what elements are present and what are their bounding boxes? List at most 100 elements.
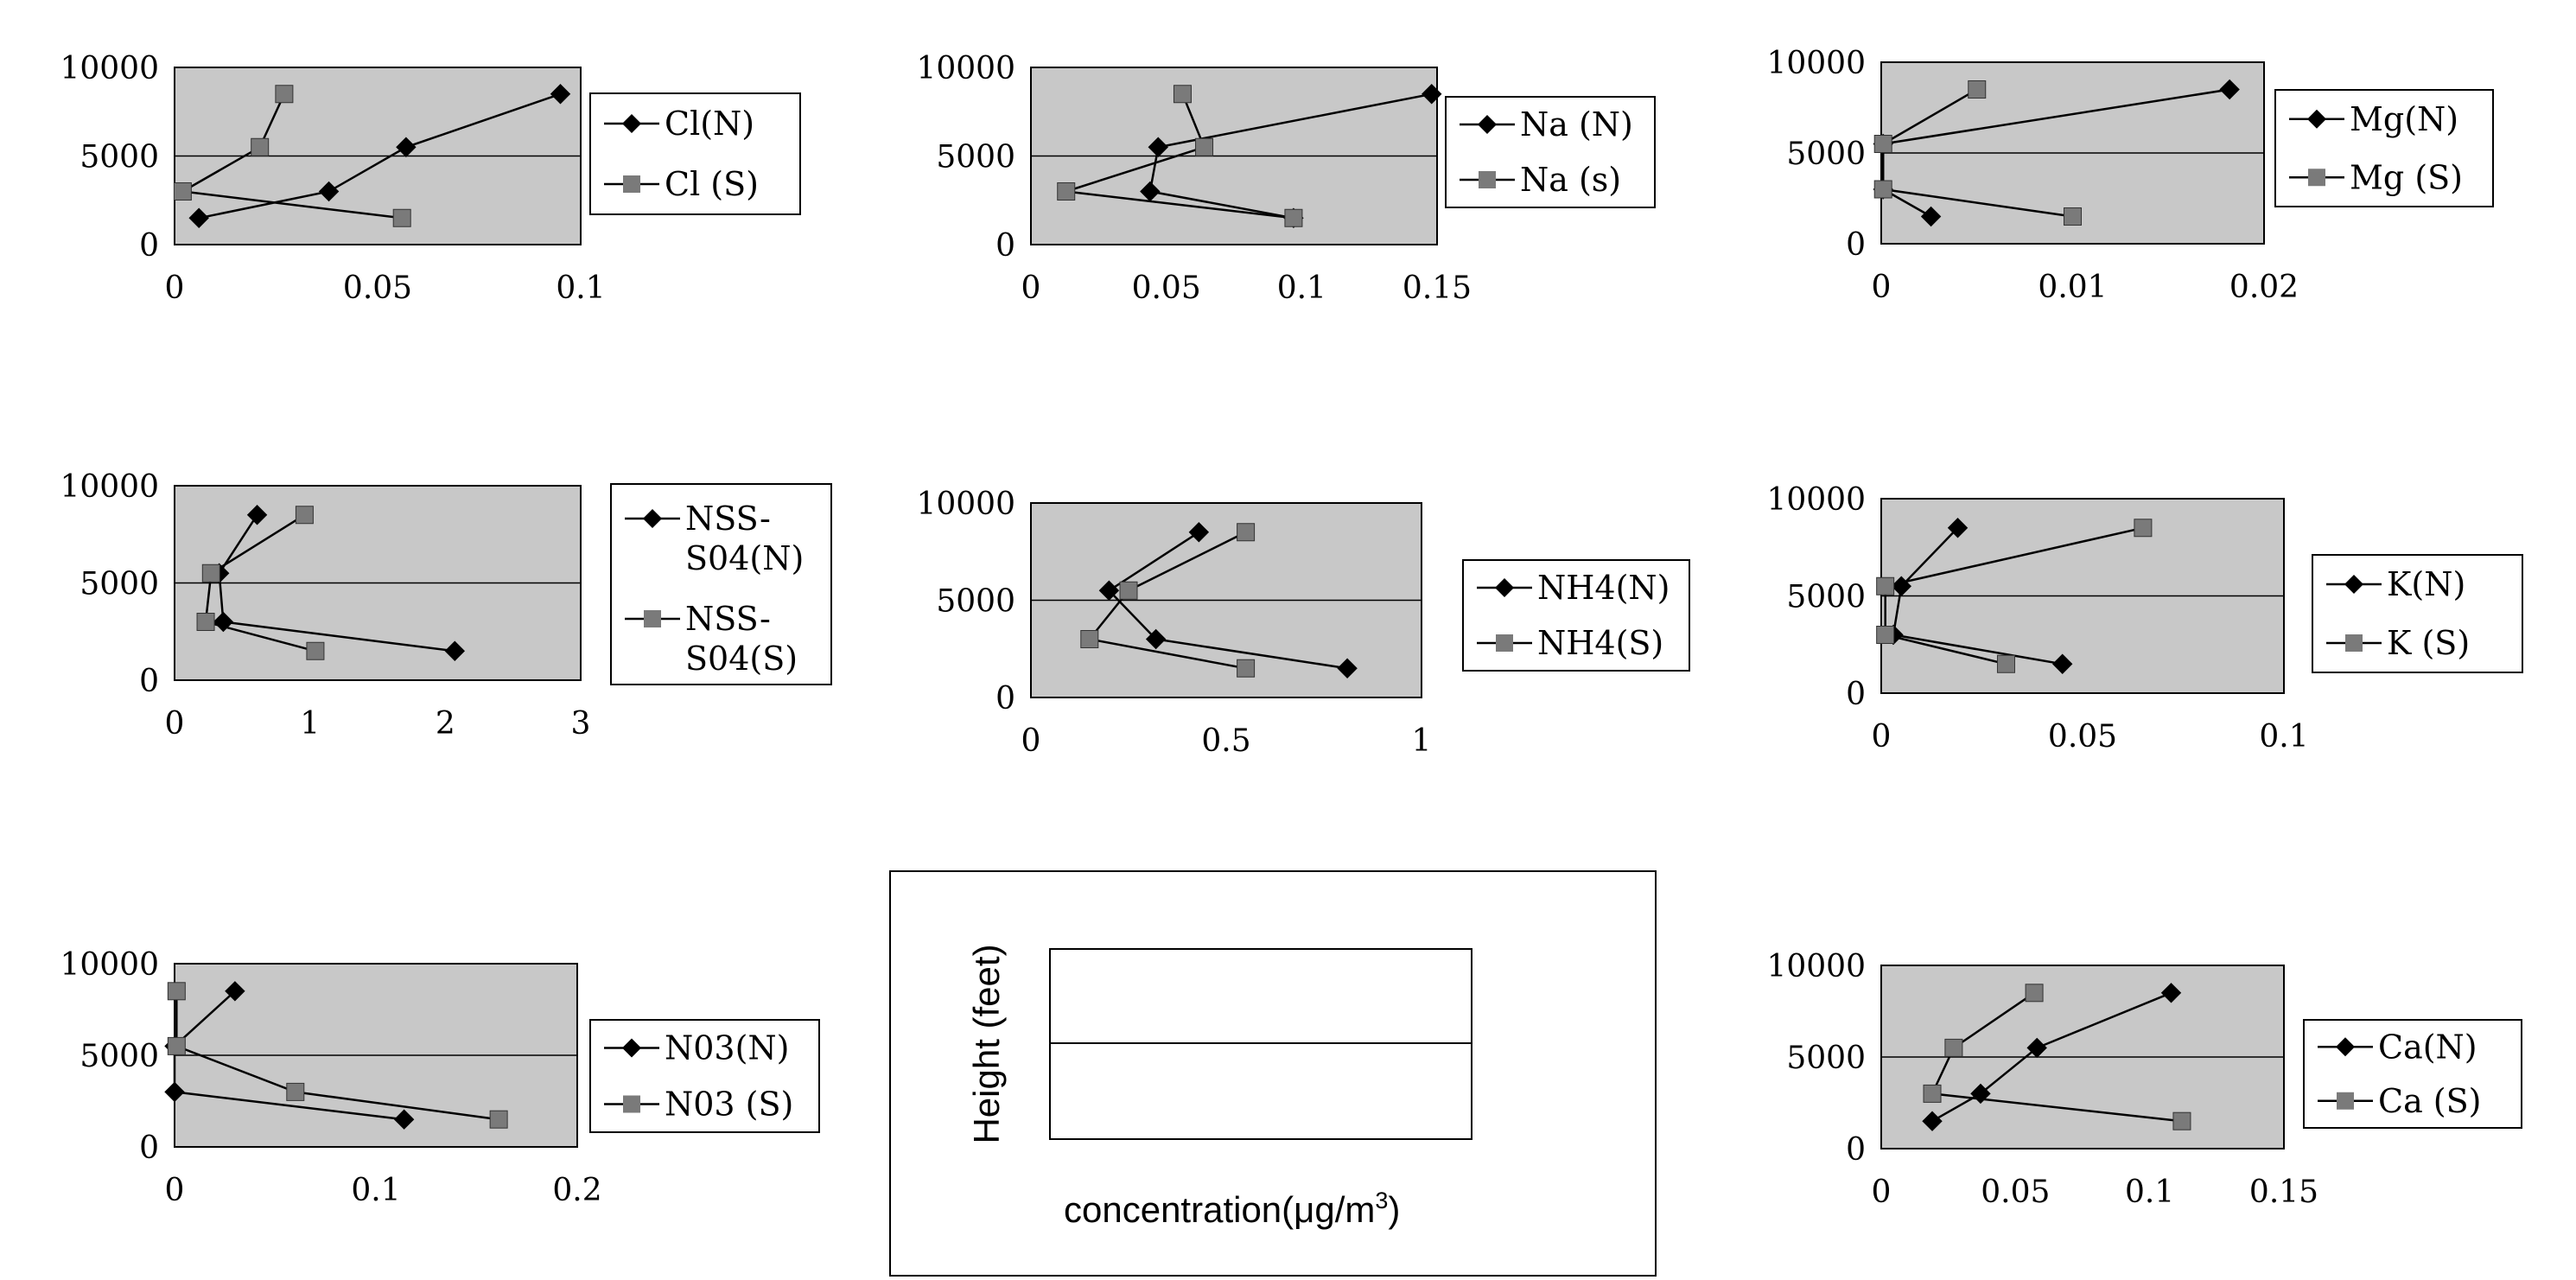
x-tick-label: 0.05 [1981, 1175, 2050, 1210]
x-tick-label: 2 [436, 706, 455, 742]
data-point-square [1173, 85, 1192, 104]
series-line-s [1087, 531, 1247, 670]
y-tick-label: 5000 [1786, 1041, 1866, 1076]
data-point-diamond [2219, 79, 2240, 100]
legend-marker-diamond [643, 509, 662, 528]
data-point-square [275, 85, 294, 104]
y-tick-label: 10000 [1766, 46, 1866, 81]
legend-label: Cl (S) [665, 165, 759, 203]
legend-marker-square [1496, 634, 1513, 652]
legend-label: Ca(N) [2378, 1028, 2477, 1066]
legend: Na (N) Na (s) [1445, 96, 1656, 208]
legend-box [2303, 1019, 2522, 1129]
data-point-square [2064, 207, 2082, 226]
y-tick-label: 0 [1846, 1132, 1866, 1168]
y-tick-label: 5000 [80, 1039, 159, 1074]
legend: Ca(N) Ca (S) [2303, 1019, 2522, 1129]
legend-box [589, 1019, 820, 1133]
chart-panel-8: 0 5000 10000 0 0.05 0.1 0.15 Ca(N) Ca (S) [1766, 949, 2522, 1210]
legend-marker-square [2337, 1092, 2354, 1110]
data-point-square [2134, 519, 2153, 538]
data-point-diamond [2051, 653, 2073, 674]
chart-grid: 0 5000 10000 0 0.05 0.1 Cl(N)Cl (S) 0 5000 10000 0… [60, 46, 2523, 1210]
data-point-square [1873, 180, 1892, 199]
series-line-s [179, 93, 403, 220]
key-panel-x-label-end: ) [1388, 1189, 1400, 1230]
series-line-n [1931, 991, 2172, 1123]
data-point-diamond [1337, 658, 1358, 678]
legend-marker-square [1479, 171, 1496, 188]
series-line-s [1881, 88, 2073, 218]
data-point-square [1876, 626, 1895, 644]
key-panel-y-axis-label: Height (feet) [966, 944, 1007, 1143]
x-tick-label: 0 [165, 1173, 185, 1208]
series-line-n [198, 92, 561, 220]
y-tick-label: 5000 [1786, 580, 1866, 615]
legend: Cl(N) Cl (S) [589, 92, 801, 215]
data-point-square [1284, 208, 1303, 227]
data-point-diamond [1098, 580, 1120, 601]
chart-panel-7: 0 5000 10000 0 0.1 0.2 N03(N) N03 (S) [60, 947, 820, 1208]
key-panel-x-axis-label: concentration(μg/m3) [1064, 1188, 1400, 1230]
x-tick-label: 0.15 [2249, 1175, 2318, 1210]
data-point-diamond [393, 1109, 415, 1130]
data-point-diamond [1188, 522, 1210, 543]
key-panel-x-label-main: concentration(μg/m [1064, 1189, 1375, 1230]
data-point-square [251, 137, 270, 156]
data-point-square [1876, 576, 1895, 595]
series-line-n [1107, 531, 1348, 670]
legend-box [1445, 96, 1656, 208]
legend-label: N03 (S) [665, 1086, 793, 1124]
data-point-diamond [1148, 137, 1168, 157]
data-point-square [286, 1082, 305, 1101]
data-point-square [167, 982, 186, 1001]
data-point-diamond [1422, 84, 1442, 105]
series-line-n [1892, 526, 2063, 665]
data-point-square [173, 182, 192, 201]
x-tick-label: 0.1 [556, 271, 605, 306]
key-panel: Height (feet) concentration(μg/m3) [889, 870, 1657, 1277]
data-point-diamond [396, 137, 417, 157]
y-tick-label: 10000 [916, 51, 1015, 86]
legend-label: Mg(N) [2350, 100, 2458, 138]
data-point-square [1968, 80, 1987, 99]
x-tick-label: 0.2 [552, 1173, 601, 1208]
legend-marker-diamond [622, 114, 641, 133]
legend-label: K(N) [2387, 565, 2465, 603]
legend-marker-diamond [1478, 115, 1497, 134]
x-tick-label: 0 [165, 706, 185, 742]
chart-panel-3: 0 5000 10000 0 0.01 0.02 Mg(N) Mg (S) [1766, 46, 2494, 305]
data-point-diamond [2026, 1037, 2047, 1059]
legend-marker-diamond [2307, 109, 2326, 129]
legend-marker-square [623, 1095, 640, 1113]
data-point-square [306, 641, 325, 660]
y-tick-label: 0 [139, 228, 159, 264]
legend-label: Mg (S) [2350, 158, 2463, 196]
y-tick-label: 10000 [60, 947, 159, 983]
legend-box [2312, 554, 2523, 673]
x-tick-label: 0 [165, 271, 185, 306]
legend-label: K (S) [2387, 624, 2470, 662]
legend: NH4(N) NH4(S) [1462, 559, 1690, 672]
legend-marker-diamond [1495, 578, 1514, 597]
x-tick-label: 0.15 [1402, 271, 1472, 306]
legend-label: N03(N) [665, 1029, 790, 1067]
legend: NSS-S04(N)NSS-S04(S) [610, 483, 832, 685]
y-tick-label: 5000 [80, 567, 159, 602]
legend-label: Ca (S) [2378, 1082, 2482, 1120]
x-tick-label: 1 [300, 706, 320, 742]
data-point-square [201, 564, 220, 583]
legend-label: Na (s) [1520, 161, 1621, 199]
data-point-square [1944, 1038, 1963, 1057]
legend-label: S04(S) [685, 640, 798, 678]
series-line-s [204, 513, 316, 653]
legend-marker-square [2345, 634, 2363, 652]
y-tick-label: 10000 [60, 51, 159, 86]
y-tick-label: 5000 [80, 140, 159, 175]
data-point-square [196, 613, 215, 631]
data-point-diamond [2160, 983, 2182, 1003]
legend-label: NH4(N) [1537, 569, 1670, 607]
legend-label: NSS- [685, 500, 771, 538]
series-line-s [1884, 526, 2144, 665]
